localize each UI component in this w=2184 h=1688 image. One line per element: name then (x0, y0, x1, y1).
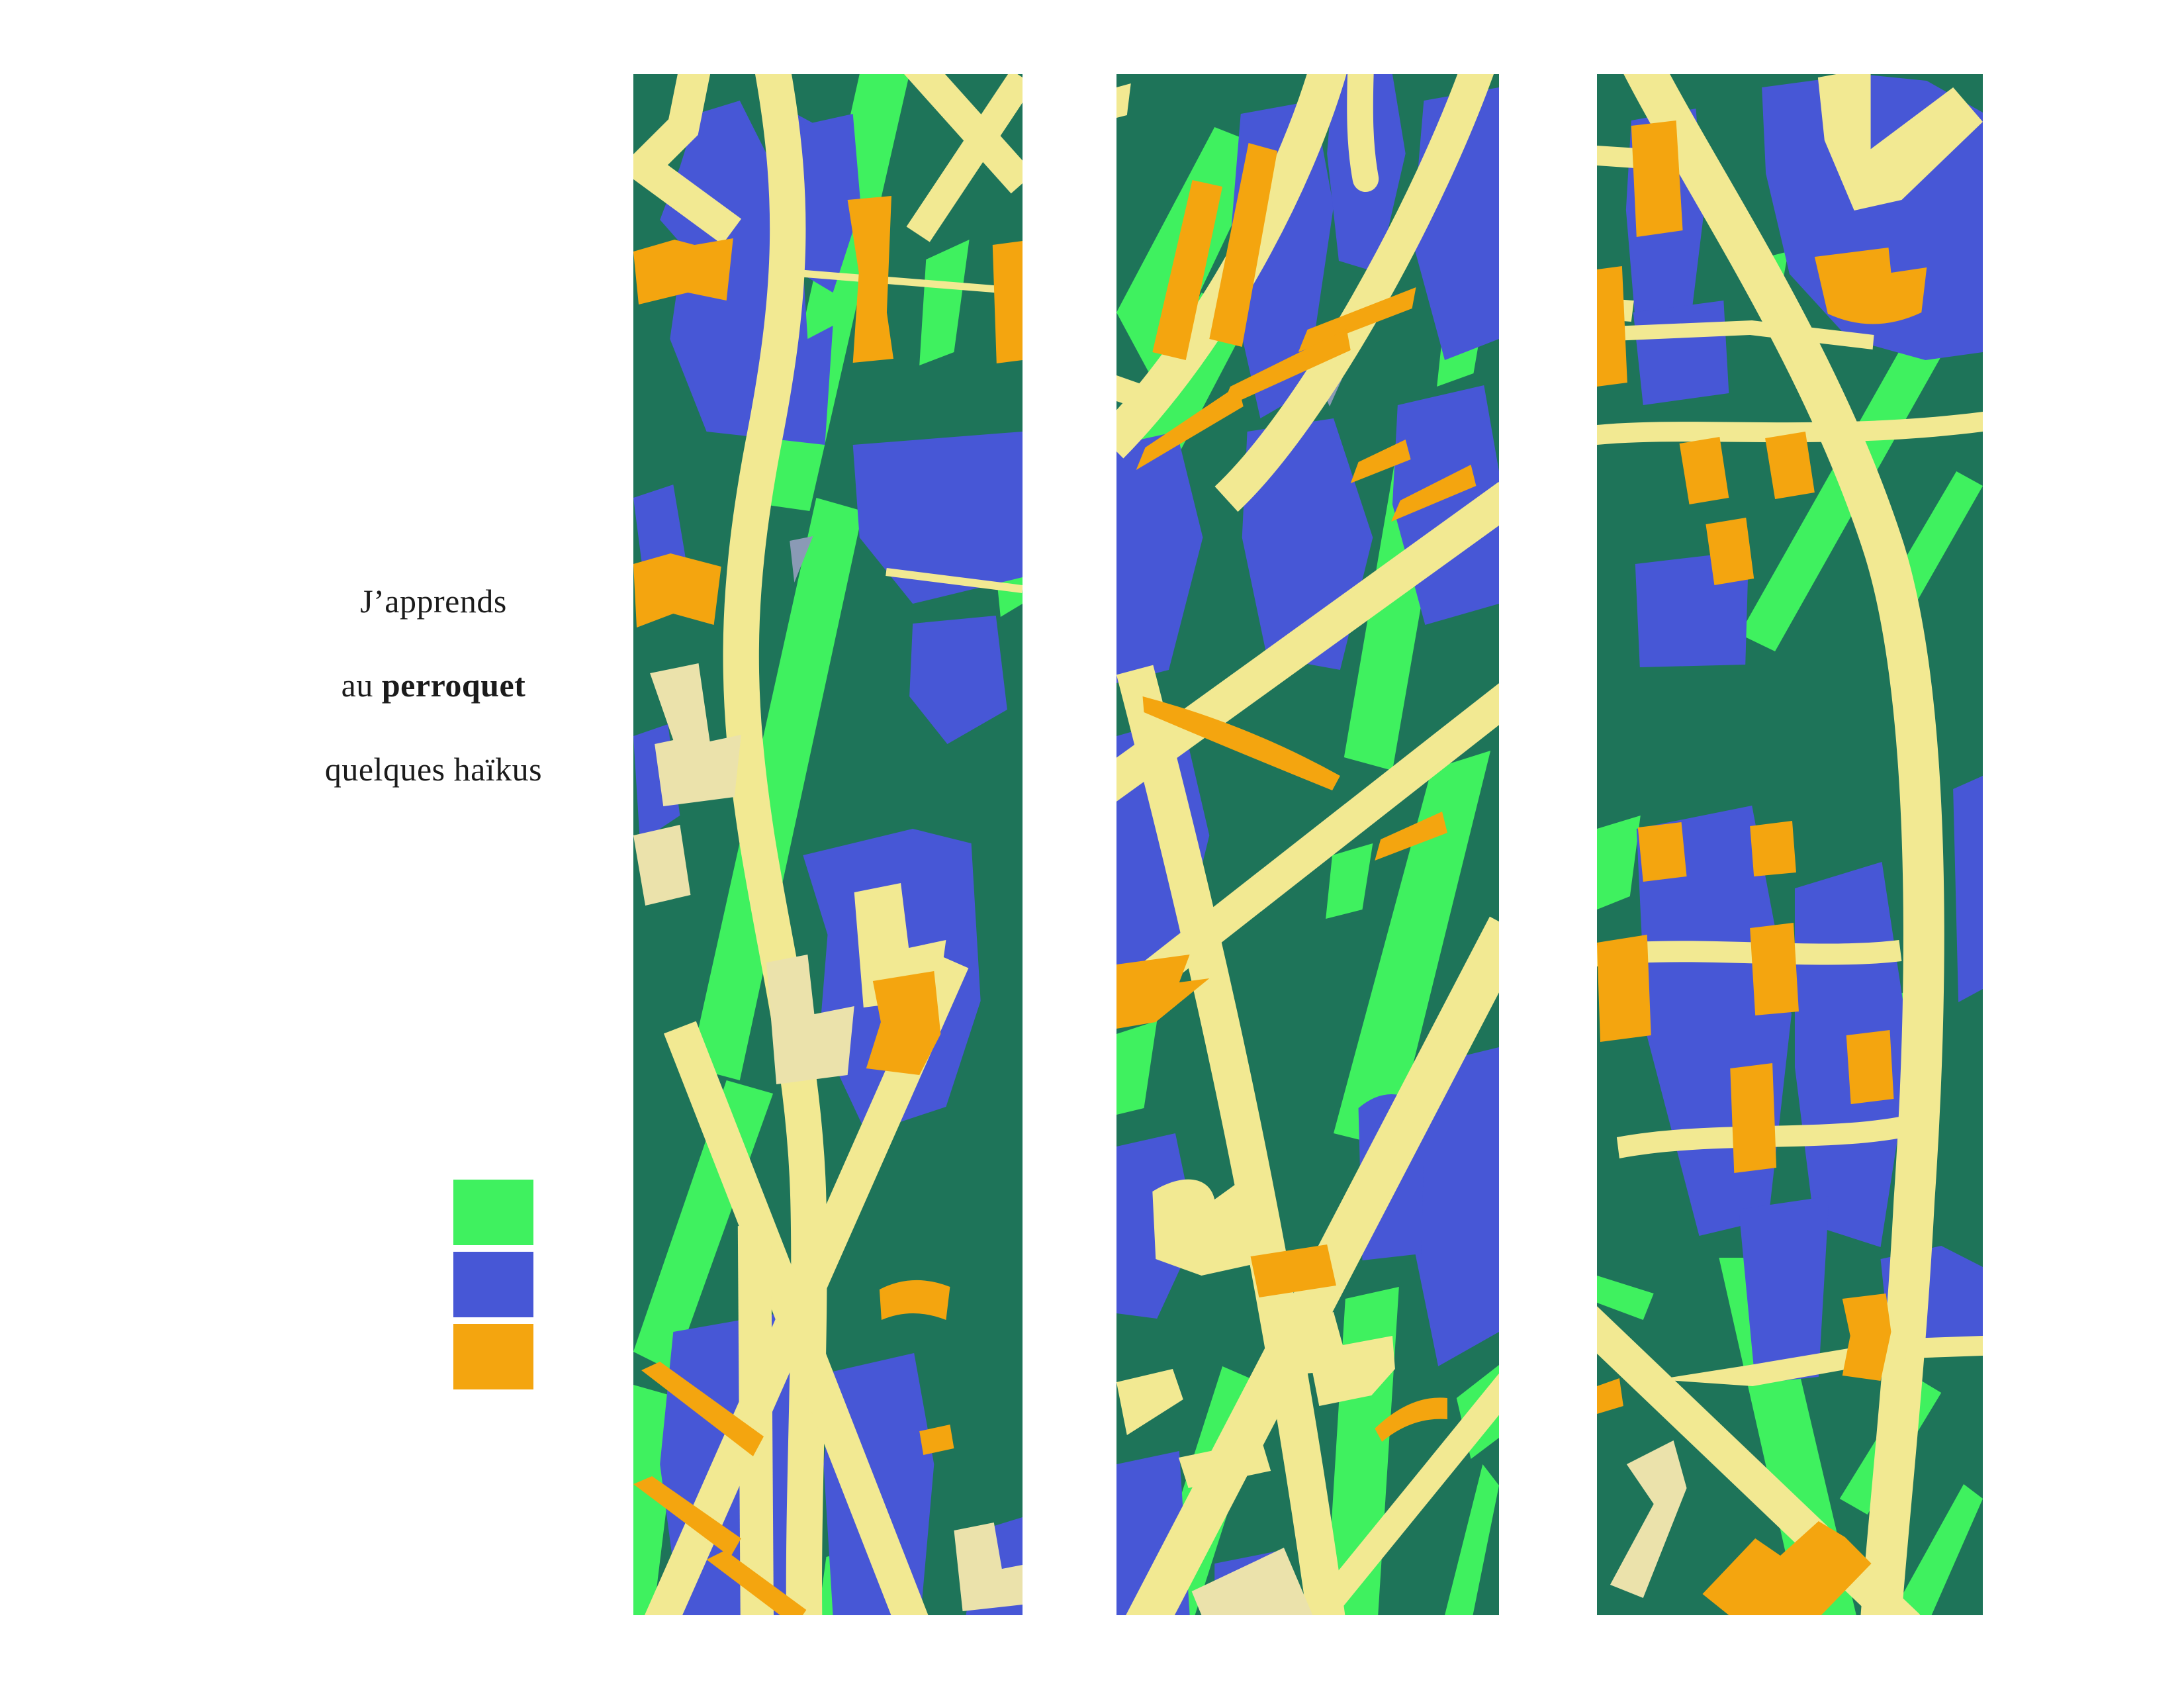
panel-1-cream-bands (633, 74, 1023, 1615)
haiku-word-perroquet: perroquet (381, 667, 526, 704)
panel-1-orange-shapes (633, 196, 1023, 1615)
legend-swatch-orange (453, 1324, 533, 1389)
legend-swatch-green (453, 1180, 533, 1245)
haiku-line-1: J’apprends (360, 583, 507, 620)
haiku-text: J’apprends au perroquet quelques haïkus (245, 559, 622, 812)
panel-3-orange-shapes (1597, 120, 1927, 1615)
panel-2-cream-bands (1116, 74, 1499, 1615)
panel-1-slate-triangle (790, 536, 813, 583)
artwork-panel-3 (1597, 74, 1983, 1615)
haiku-line-2: au perroquet (341, 667, 526, 704)
artwork-panel-1 (633, 74, 1023, 1615)
color-legend (453, 1180, 533, 1396)
haiku-line-3: quelques haïkus (324, 751, 543, 788)
panel-2-orange-shapes (1116, 143, 1477, 1442)
artwork-panel-2 (1116, 74, 1499, 1615)
legend-swatch-blue (453, 1252, 533, 1317)
panel-3-cream-bands (1597, 74, 1983, 1615)
